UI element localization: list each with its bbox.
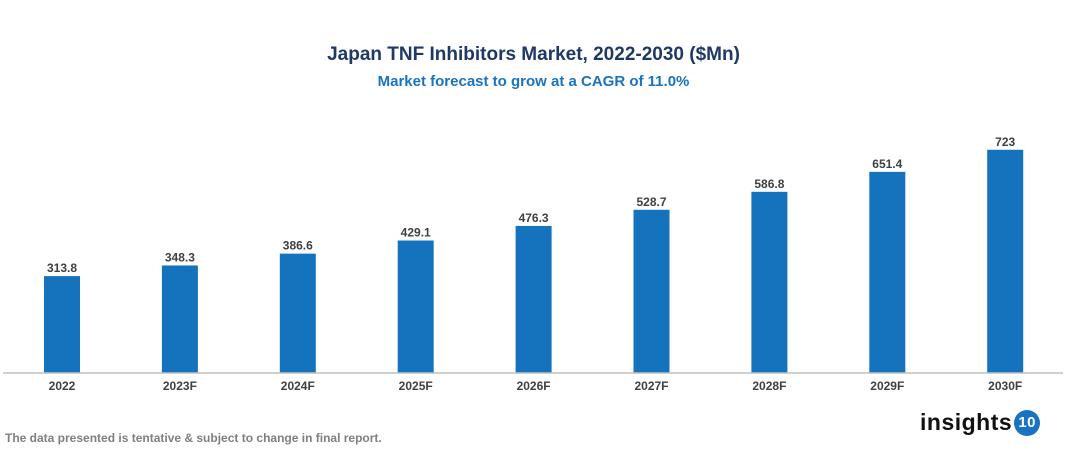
bar-2022 xyxy=(44,276,80,373)
x-tick-label: 2022 xyxy=(49,379,76,393)
bar-2024F xyxy=(279,253,316,373)
x-tick-label: 2026F xyxy=(517,379,551,393)
bar-2025F xyxy=(397,240,434,373)
x-tick-label: 2027F xyxy=(634,379,668,393)
insights10-logo: insights 10 xyxy=(920,409,1041,436)
data-label: 476.3 xyxy=(519,211,549,225)
data-label: 651.4 xyxy=(872,157,902,171)
x-tick-label: 2028F xyxy=(752,379,786,393)
x-tick-label: 2030F xyxy=(988,379,1022,393)
x-tick-label: 2029F xyxy=(870,379,904,393)
x-tick-label: 2024F xyxy=(281,379,315,393)
data-label: 586.8 xyxy=(754,177,784,191)
x-tick-label: 2023F xyxy=(163,379,197,393)
chart-title: Japan TNF Inhibitors Market, 2022-2030 (… xyxy=(327,44,740,65)
bar-2023F xyxy=(161,265,198,373)
data-label: 528.7 xyxy=(636,195,666,209)
data-label: 348.3 xyxy=(165,250,195,264)
data-label: 429.1 xyxy=(401,226,431,240)
data-label: 386.6 xyxy=(283,239,313,253)
chart-subtitle: Market forecast to grow at a CAGR of 11.… xyxy=(377,73,690,90)
bar-2026F xyxy=(515,225,552,373)
bar-2029F xyxy=(869,171,906,373)
data-label: 723 xyxy=(995,135,1015,149)
bar-2028F xyxy=(751,191,788,373)
footer-note: The data presented is tentative & subjec… xyxy=(5,431,382,445)
x-tick-label: 2025F xyxy=(399,379,433,393)
bar-2030F xyxy=(987,149,1024,373)
data-label: 313.8 xyxy=(47,261,77,275)
bar-2027F xyxy=(633,209,670,373)
